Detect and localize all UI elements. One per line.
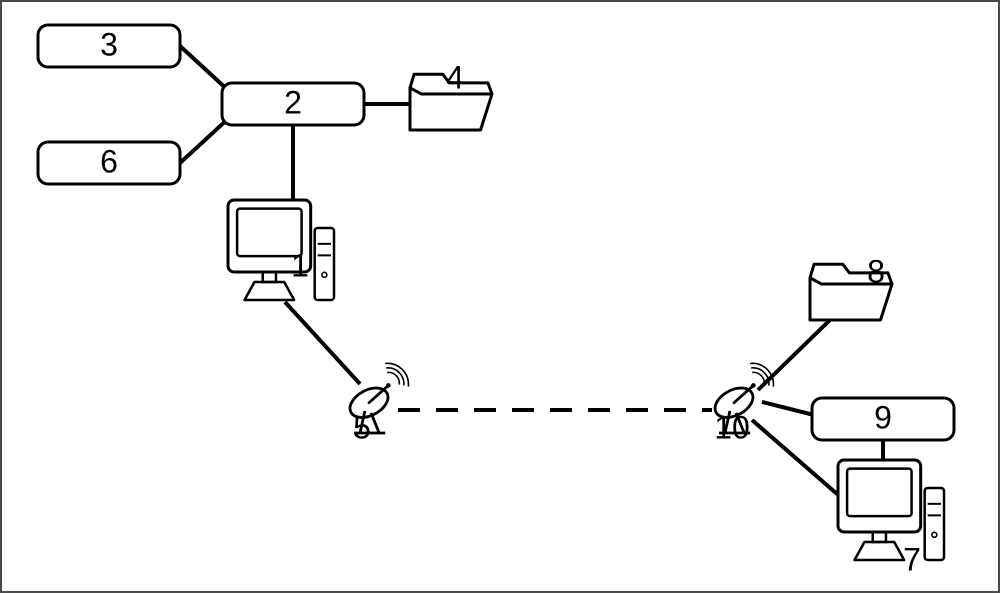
svg-text:10: 10 [714,409,750,445]
node-n2: 2 [222,83,364,125]
node-n9: 9 [812,398,954,440]
svg-text:2: 2 [284,84,302,120]
edge-n6-n2 [180,117,230,163]
svg-text:4: 4 [446,59,464,95]
node-n8: 8 [810,253,892,320]
svg-text:8: 8 [867,253,885,289]
svg-text:1: 1 [291,247,309,283]
svg-text:9: 9 [874,399,892,435]
svg-text:5: 5 [353,409,371,445]
network-diagram: 3 6 2 4 1 5 10 8 9 7 [0,0,1000,593]
node-n1: 1 [228,200,334,300]
svg-text:6: 6 [100,143,118,179]
node-n3: 3 [38,25,180,67]
edge-n1-n5 [285,302,360,384]
edge-n3-n2 [180,46,230,92]
node-n6: 6 [38,142,180,184]
svg-text:3: 3 [100,26,118,62]
node-n7: 7 [838,460,944,577]
node-n4: 4 [410,59,492,130]
nodes: 3 6 2 4 1 5 10 8 9 7 [38,25,954,577]
svg-text:7: 7 [903,541,921,577]
